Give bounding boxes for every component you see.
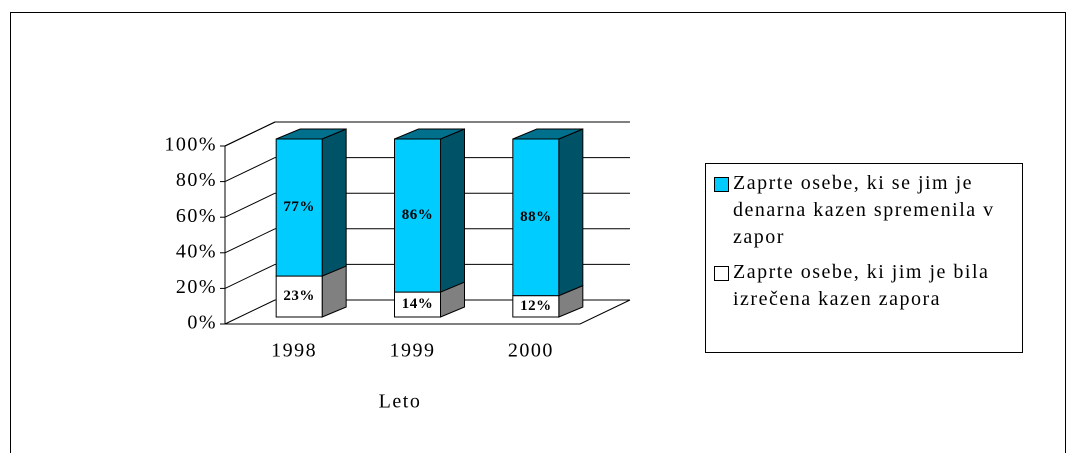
y-tick-label: 40% bbox=[176, 240, 217, 262]
grid-diagonal bbox=[224, 121, 276, 147]
bar bbox=[394, 291, 441, 318]
back-wall bbox=[224, 121, 276, 324]
value-label: 77% bbox=[283, 199, 315, 215]
legend-item: Zaprte osebe, ki jim je bila izrečena ka… bbox=[714, 259, 1018, 313]
bar bbox=[275, 138, 323, 277]
bar-side bbox=[440, 128, 465, 293]
x-tick-label: 1999 bbox=[390, 340, 436, 362]
x-tick-label: 2000 bbox=[508, 340, 554, 362]
y-tick-label: 80% bbox=[176, 169, 217, 191]
grid-diagonal bbox=[224, 192, 276, 218]
legend: Zaprte osebe, ki se jim je denarna kazen… bbox=[705, 163, 1023, 353]
bar-side bbox=[558, 128, 584, 297]
y-tick-label: 20% bbox=[176, 276, 217, 298]
value-label: 12% bbox=[520, 298, 552, 314]
value-label: 88% bbox=[520, 209, 552, 225]
y-tick-label: 100% bbox=[164, 134, 217, 156]
grid-diagonal bbox=[224, 299, 276, 325]
legend-item: Zaprte osebe, ki se jim je denarna kazen… bbox=[714, 170, 1018, 251]
chart-frame bbox=[10, 12, 1066, 453]
legend-label: Zaprte osebe, ki jim je bila izrečena ka… bbox=[733, 261, 990, 310]
grid-diagonal bbox=[224, 263, 276, 289]
bar-side bbox=[321, 128, 347, 277]
bar bbox=[394, 138, 441, 293]
y-tick-label: 60% bbox=[176, 205, 217, 227]
x-tick-label: 1998 bbox=[271, 340, 317, 362]
value-label: 23% bbox=[283, 288, 315, 304]
legend-label: Zaprte osebe, ki se jim je denarna kazen… bbox=[733, 172, 995, 248]
grid-diagonal bbox=[224, 228, 276, 254]
value-label: 86% bbox=[402, 207, 434, 223]
floor bbox=[225, 299, 631, 325]
x-axis-title: Leto bbox=[379, 391, 422, 413]
legend-swatch bbox=[714, 177, 729, 192]
bar bbox=[512, 138, 560, 297]
value-label: 14% bbox=[402, 296, 434, 312]
grid-diagonal bbox=[224, 157, 276, 183]
y-tick-label: 0% bbox=[187, 312, 217, 334]
legend-swatch bbox=[714, 266, 729, 281]
